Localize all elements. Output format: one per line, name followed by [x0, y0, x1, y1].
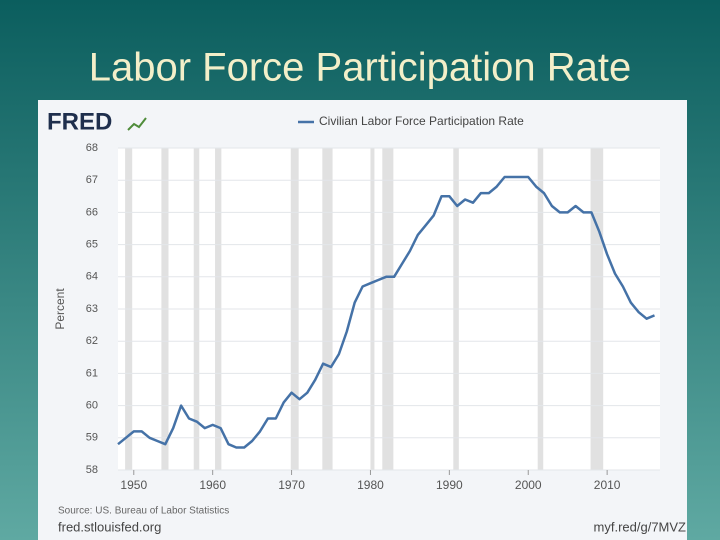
y-tick-label: 67 — [86, 174, 98, 186]
data-line — [117, 175, 655, 449]
y-tick-label: 61 — [86, 367, 98, 379]
y-tick-label: 68 — [86, 142, 98, 154]
y-axis-label: Percent — [53, 288, 67, 330]
plot: 58 59 60 61 62 63 64 65 66 67 68 1950 1960 1970 1980 19… — [86, 142, 660, 492]
short-link: myf.red/g/7MVZ — [594, 519, 687, 534]
y-tick-label: 58 — [86, 464, 98, 476]
x-tick-label: 1980 — [357, 478, 384, 492]
y-tick-label: 64 — [86, 271, 98, 283]
x-tick-label: 2010 — [594, 478, 621, 492]
site: fred.stlouisfed.org — [58, 519, 161, 534]
x-tick-label: 1960 — [199, 478, 226, 492]
x-tick-label: 1970 — [278, 478, 305, 492]
x-tick-label: 1990 — [436, 478, 463, 492]
y-tick-label: 60 — [86, 400, 98, 412]
y-tick-label: 62 — [86, 335, 98, 347]
legend-label: Civilian Labor Force Participation Rate — [319, 114, 524, 128]
y-tick-label: 59 — [86, 432, 98, 444]
logo: FRED — [47, 108, 112, 135]
source: Source: US. Bureau of Labor Statistics — [58, 506, 229, 517]
y-tick-label: 65 — [86, 239, 98, 251]
y-tick-label: 66 — [86, 206, 98, 218]
slide-title: Labor Force Participation Rate — [89, 46, 632, 90]
logo-icon — [127, 117, 147, 131]
y-tick-label: 63 — [86, 303, 98, 315]
x-tick-label: 2000 — [515, 478, 542, 492]
x-tick-label: 1950 — [120, 478, 147, 492]
